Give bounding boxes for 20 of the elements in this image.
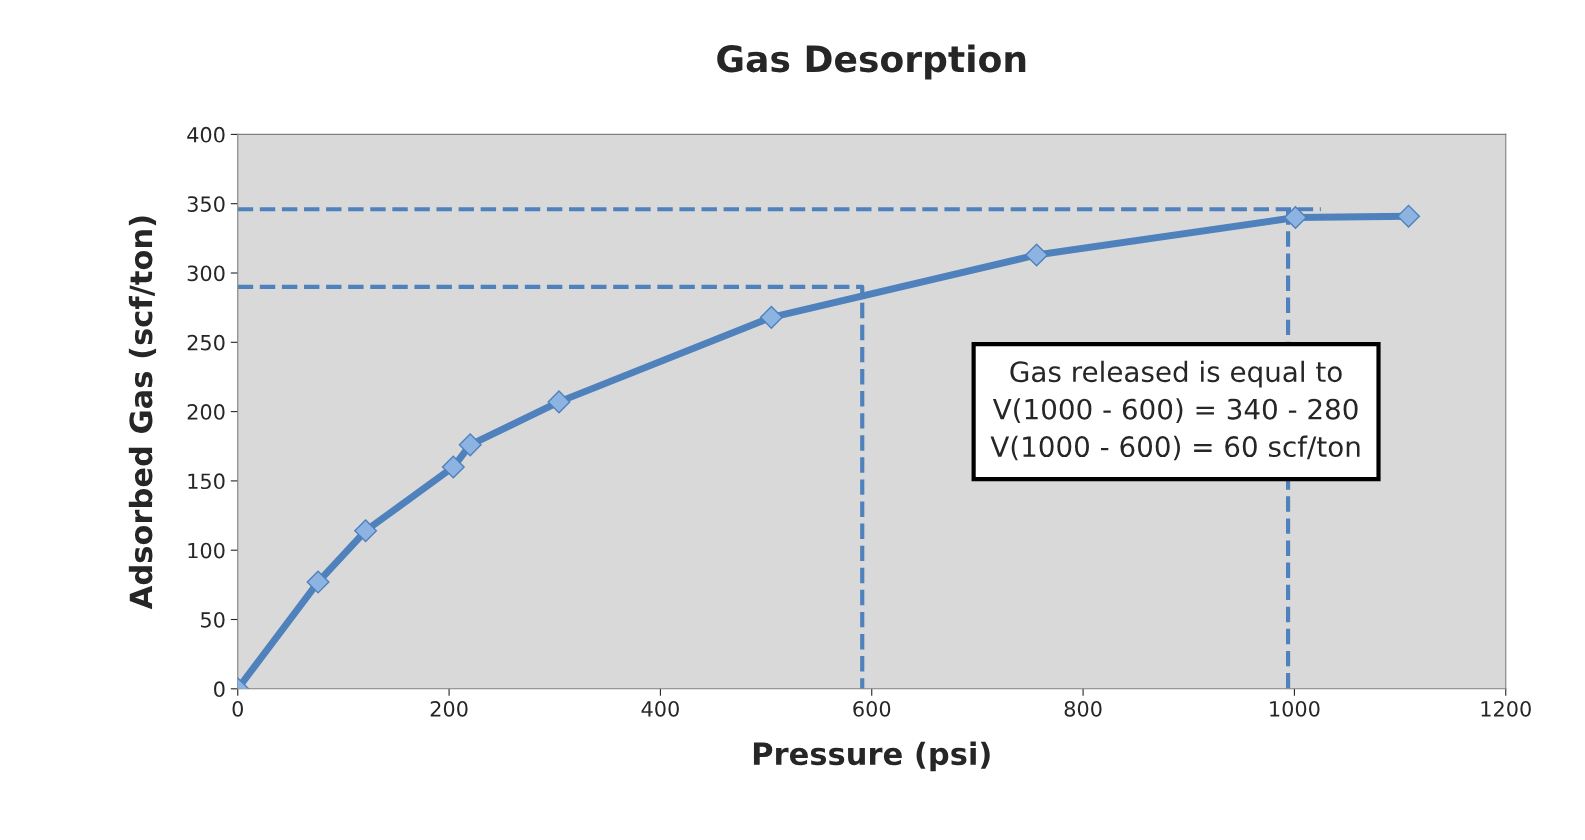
x-tick-label: 200 bbox=[430, 700, 468, 717]
y-tick-label: 350 bbox=[187, 196, 225, 212]
x-tick-label: 600 bbox=[853, 700, 891, 717]
chart-title: Gas Desorption bbox=[717, 44, 1026, 80]
x-tick-label: 400 bbox=[641, 700, 679, 717]
x-tick-label: 1200 bbox=[1481, 700, 1531, 717]
y-tick-label: 250 bbox=[187, 334, 225, 351]
y-tick-label: 400 bbox=[187, 126, 225, 143]
x-axis-title: Pressure (psi) bbox=[753, 741, 990, 772]
y-tick-label: 150 bbox=[188, 473, 225, 490]
y-tick-label: 200 bbox=[187, 404, 225, 420]
y-tick-label: 100 bbox=[188, 542, 225, 559]
y-tick-label: 0 bbox=[214, 681, 225, 698]
annotation: Gas released is equal to V(1000 - 600) = 340 - 280 V(1000 - 600) = 60 scf/ton bbox=[990, 360, 1360, 461]
x-tick-label: 1000 bbox=[1270, 700, 1320, 717]
x-tick-label: 0 bbox=[232, 700, 243, 717]
y-tick-label: 50 bbox=[201, 611, 225, 628]
x-tick-label: 800 bbox=[1064, 700, 1102, 717]
y-tick-label: 300 bbox=[187, 265, 225, 282]
y-axis-title: Adsorbed Gas (scf/ton) bbox=[128, 216, 157, 610]
